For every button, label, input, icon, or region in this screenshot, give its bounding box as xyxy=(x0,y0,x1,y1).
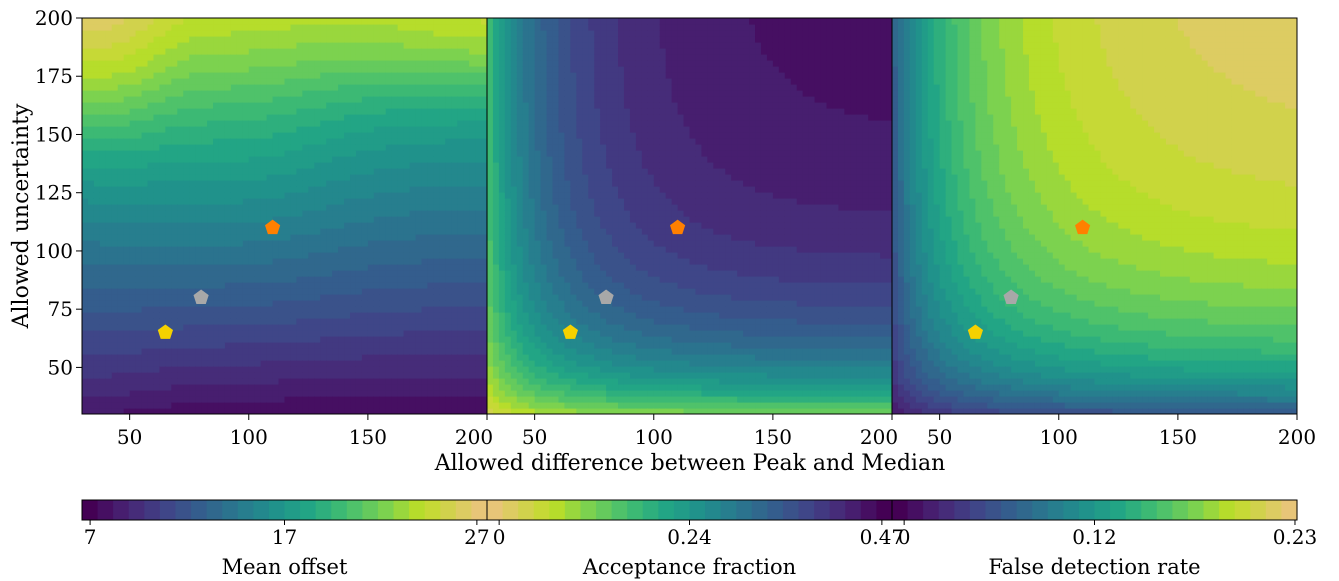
y-tick-label: 150 xyxy=(35,122,73,146)
colorbars-layer: 7 17 27 Mean offset 0 0.24 0.47 Acceptance frac… xyxy=(81,499,1318,579)
x-tick-label: 200 xyxy=(1278,425,1316,449)
colorbar-label: Mean offset xyxy=(222,555,348,579)
x-tick-label: 50 xyxy=(522,425,547,449)
contour-fill-1 xyxy=(82,18,487,414)
panels-layer xyxy=(81,17,1298,415)
contour-panel-3 xyxy=(891,17,1298,415)
marker-pentagon-2 xyxy=(598,289,614,304)
marker-pentagon-2 xyxy=(1003,289,1019,304)
colorbar-tick-label: 7 xyxy=(84,525,97,549)
colorbar-tick-label: 0.47 xyxy=(860,525,905,549)
contour-fill-2 xyxy=(487,18,892,414)
x-tick-label: 200 xyxy=(455,425,493,449)
colorbar-tick-label: 17 xyxy=(272,525,297,549)
y-axis-label: Allowed uncertainty xyxy=(9,103,34,329)
y-tick-label: 50 xyxy=(48,355,73,379)
marker-pentagon-1 xyxy=(967,324,983,339)
marker-pentagon-2 xyxy=(193,289,209,304)
x-tick-label: 150 xyxy=(349,425,387,449)
x-tick-label: 50 xyxy=(927,425,952,449)
contour-panel-1 xyxy=(81,17,488,415)
colorbar-tick-label: 0.12 xyxy=(1072,525,1117,549)
marker-pentagon-3 xyxy=(670,219,686,235)
x-tick-label: 150 xyxy=(754,425,792,449)
marker-pentagon-1 xyxy=(562,324,578,339)
x-tick-label: 100 xyxy=(230,425,268,449)
colorbar-1: 7 17 27 Mean offset xyxy=(81,499,490,579)
contour-panel-2 xyxy=(486,17,893,415)
colorbar-2: 0 0.24 0.47 Acceptance fraction xyxy=(486,499,905,579)
colorbar-tick-label: 0.23 xyxy=(1273,525,1318,549)
colorbar-label: False detection rate xyxy=(988,555,1200,579)
colorbar-label: Acceptance fraction xyxy=(582,555,796,579)
x-tick-label: 100 xyxy=(1040,425,1078,449)
contour-fill-3 xyxy=(892,18,1297,414)
colorbar-3: 0 0.12 0.23 False detection rate xyxy=(891,499,1318,579)
colorbar-tick-label: 0 xyxy=(493,525,506,549)
axes-layer: 50 100 150 200 50 100 150 200 50 100 150 200 50 75 100… xyxy=(35,6,1316,449)
colorbar-tick-label: 27 xyxy=(464,525,489,549)
marker-pentagon-3 xyxy=(1075,219,1091,235)
panel-frame-3 xyxy=(891,17,1298,415)
y-tick-label: 100 xyxy=(35,239,73,263)
y-tick-label: 175 xyxy=(35,64,73,88)
marker-pentagon-3 xyxy=(265,219,281,235)
x-tick-label: 100 xyxy=(635,425,673,449)
colorbar-tick-label: 0 xyxy=(898,525,911,549)
marker-pentagon-1 xyxy=(157,324,173,339)
x-tick-label: 50 xyxy=(117,425,142,449)
y-tick-label: 75 xyxy=(48,297,73,321)
x-tick-label: 200 xyxy=(860,425,898,449)
y-tick-label: 125 xyxy=(35,181,73,205)
colorbar-tick-label: 0.24 xyxy=(667,525,712,549)
x-axis-label: Allowed difference between Peak and Medi… xyxy=(434,451,946,476)
y-tick-label: 200 xyxy=(35,6,73,30)
x-tick-label: 150 xyxy=(1159,425,1197,449)
